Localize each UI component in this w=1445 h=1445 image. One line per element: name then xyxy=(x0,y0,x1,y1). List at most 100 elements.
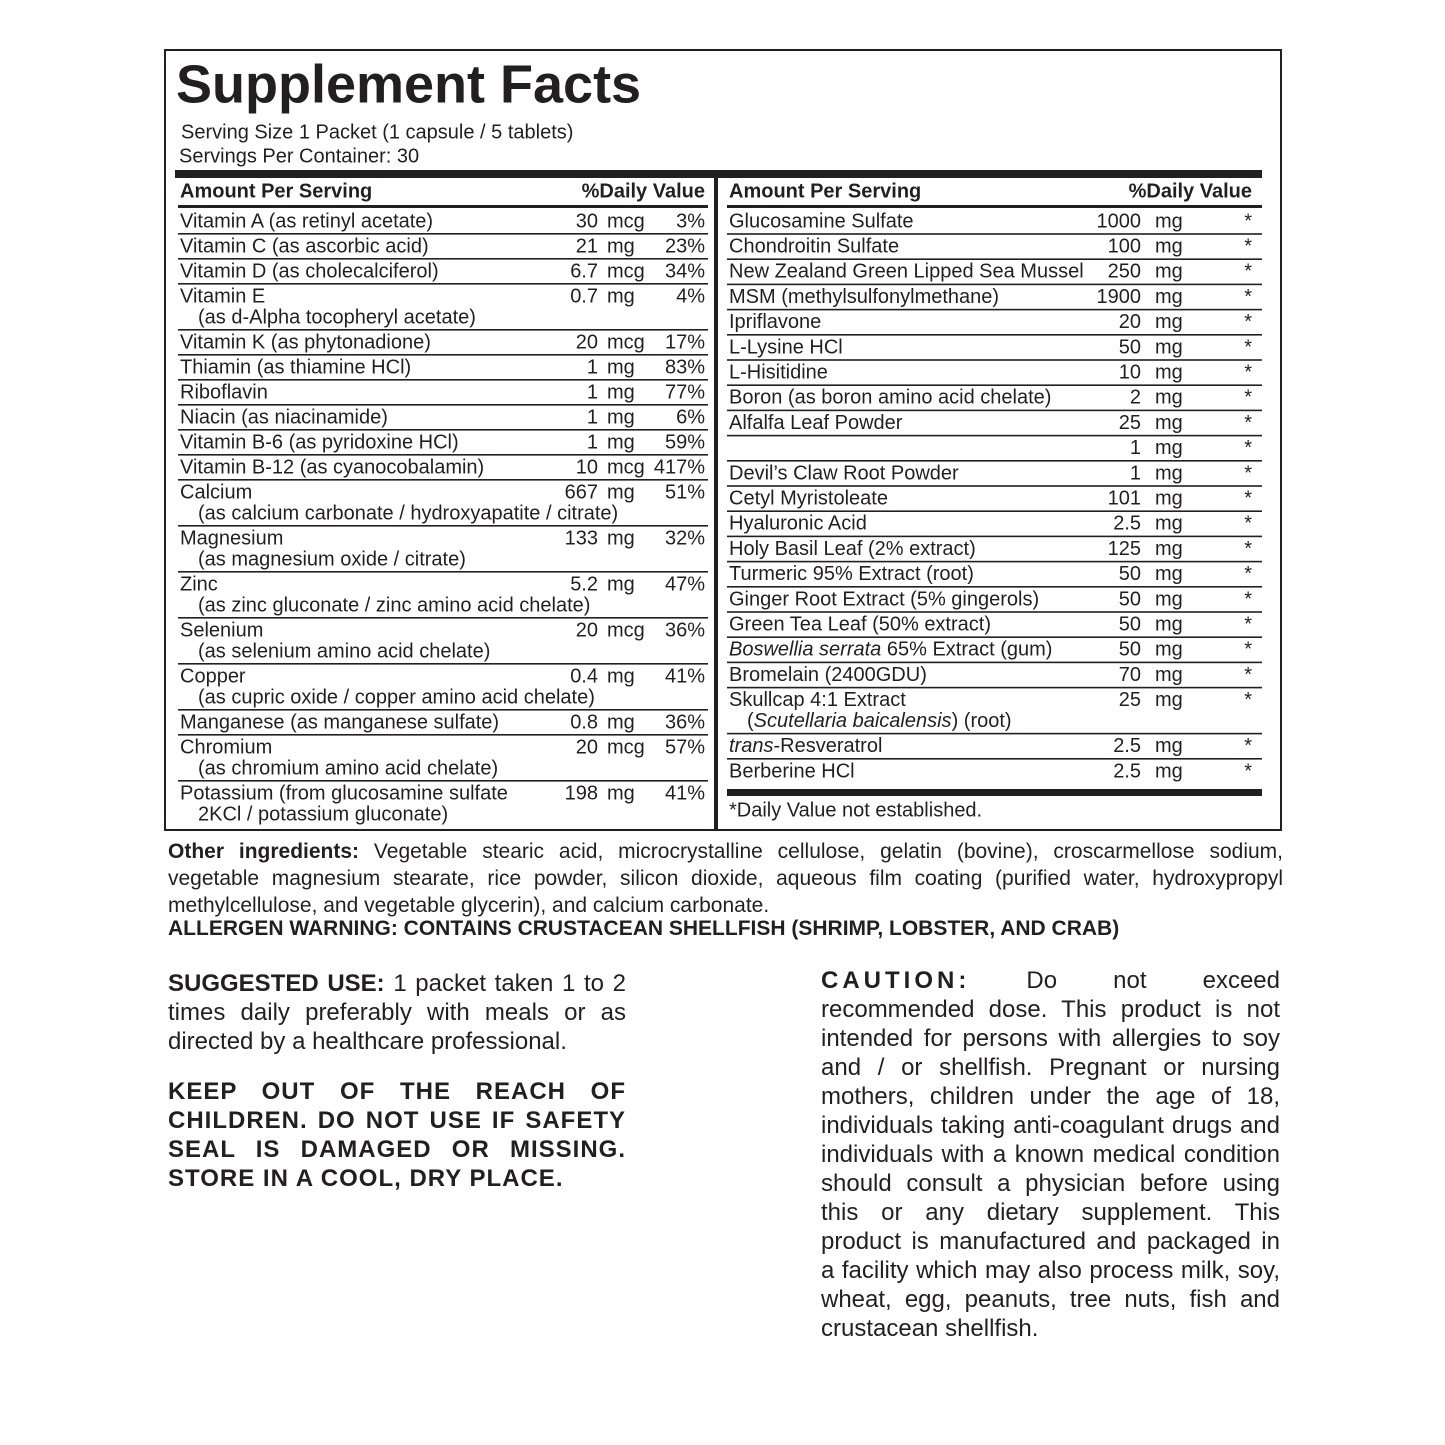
nutrient-name: Devil’s Claw Root Powder xyxy=(729,462,959,484)
row-rule xyxy=(178,329,708,331)
row-rule xyxy=(178,429,708,431)
storage-warning: KEEP OUT OF THE REACH OF CHILDREN. DO NO… xyxy=(168,1078,626,1192)
amount: 1 xyxy=(587,406,598,428)
allergen-warning: ALLERGEN WARNING: CONTAINS CRUSTACEAN SH… xyxy=(168,917,1120,940)
daily-value: * xyxy=(1244,563,1252,585)
amount: 1 xyxy=(587,381,598,403)
daily-value: * xyxy=(1244,735,1252,757)
nutrient-name: Hyaluronic Acid xyxy=(729,513,867,535)
daily-value: 41% xyxy=(665,782,705,804)
unit: mg xyxy=(607,285,635,307)
unit: mg xyxy=(1155,336,1183,358)
daily-value: * xyxy=(1244,689,1252,711)
nutrient-name: Vitamin C (as ascorbic acid) xyxy=(180,235,429,257)
text-segment: ) (root) xyxy=(952,710,1012,732)
amount: 0.4 xyxy=(570,665,598,687)
text-segment: trans xyxy=(729,735,773,757)
daily-value: * xyxy=(1244,639,1252,661)
text-segment: Boswellia serrata xyxy=(729,639,881,661)
row-rule xyxy=(178,404,708,406)
row-rule xyxy=(178,663,708,665)
nutrient-source: (as calcium carbonate / hydroxyapatite /… xyxy=(198,502,618,524)
nutrient-source: (Scutellaria baicalensis) (root) xyxy=(747,710,1012,732)
amount: 2.5 xyxy=(1113,513,1141,535)
nutrient-name: Copper xyxy=(180,665,246,687)
row-rule xyxy=(178,479,708,481)
amount: 2 xyxy=(1130,387,1141,409)
row-rule xyxy=(727,384,1262,386)
amount: 0.8 xyxy=(570,711,598,733)
facts-border xyxy=(164,49,1282,831)
unit: mg xyxy=(607,711,635,733)
unit: mg xyxy=(1155,235,1183,257)
nutrient-source: (as selenium amino acid chelate) xyxy=(198,640,490,662)
column-header: Amount Per Serving xyxy=(729,180,921,202)
nutrient-name: Selenium xyxy=(180,619,263,641)
header-rule xyxy=(727,205,1262,208)
daily-value: 4% xyxy=(676,285,705,307)
amount: 1 xyxy=(587,356,598,378)
nutrient-name: Cetyl Myristoleate xyxy=(729,487,888,509)
amount: 0.7 xyxy=(570,285,598,307)
other-ingredients: Other ingredients: Vegetable stearic aci… xyxy=(168,838,1283,919)
daily-value: 3% xyxy=(676,210,705,232)
label: Other ingredients: xyxy=(168,840,360,863)
row-rule xyxy=(727,434,1262,437)
nutrient-source: (as zinc gluconate / zinc amino acid che… xyxy=(198,594,590,616)
nutrient-name: Holy Basil Leaf (2% extract) xyxy=(729,538,976,560)
daily-value: * xyxy=(1244,462,1252,484)
row-rule xyxy=(727,560,1262,563)
daily-value: * xyxy=(1244,513,1252,535)
nutrient-name: Zinc xyxy=(180,573,218,595)
amount: 1000 xyxy=(1097,210,1142,232)
amount: 30 xyxy=(576,210,598,232)
nutrient-name: Green Tea Leaf (50% extract) xyxy=(729,613,991,635)
header-rule xyxy=(178,205,708,208)
daily-value: * xyxy=(1244,588,1252,610)
unit: mg xyxy=(1155,286,1183,308)
row-rule xyxy=(178,525,708,527)
amount: 5.2 xyxy=(570,573,598,595)
row-rule xyxy=(727,283,1262,286)
daily-value: 77% xyxy=(665,381,705,403)
amount: 50 xyxy=(1119,563,1141,585)
nutrient-name: Glucosamine Sulfate xyxy=(729,210,914,232)
unit: mg xyxy=(1155,613,1183,635)
unit: mg xyxy=(1155,387,1183,409)
title: Supplement Facts xyxy=(176,54,641,114)
daily-value: 23% xyxy=(665,235,705,257)
nutrient-name: Chondroitin Sulfate xyxy=(729,235,899,257)
servings-per-container: Servings Per Container: 30 xyxy=(179,145,419,167)
row-rule xyxy=(178,780,708,782)
daily-value: * xyxy=(1244,361,1252,383)
daily-value: 41% xyxy=(665,665,705,687)
amount: 50 xyxy=(1119,336,1141,358)
nutrient-name: Riboflavin xyxy=(180,381,268,403)
unit: mg xyxy=(1155,563,1183,585)
row-rule xyxy=(178,233,708,235)
nutrient-name: Alfalfa Leaf Powder xyxy=(729,412,903,434)
unit: mg xyxy=(1155,487,1183,509)
unit: mg xyxy=(607,406,635,428)
row-rule xyxy=(727,611,1262,613)
amount: 125 xyxy=(1108,538,1141,560)
daily-value: * xyxy=(1244,286,1252,308)
nutrient-name: Chromium xyxy=(180,736,272,758)
row-rule xyxy=(727,308,1262,311)
row-rule xyxy=(727,636,1262,638)
column-header: Amount Per Serving xyxy=(180,180,372,202)
nutrient-source: 2KCl / potassium gluconate) xyxy=(198,803,448,825)
daily-value: 57% xyxy=(665,736,705,758)
unit: mg xyxy=(1155,689,1183,711)
unit: mg xyxy=(1155,361,1183,383)
nutrient-source: (as chromium amino acid chelate) xyxy=(198,757,498,779)
nutrient-name: L-Hisitidine xyxy=(729,361,828,383)
amount: 50 xyxy=(1119,639,1141,661)
label: SUGGESTED USE: xyxy=(168,970,385,997)
nutrient-name: Ginger Root Extract (5% gingerols) xyxy=(729,588,1039,610)
nutrient-source: (as magnesium oxide / citrate) xyxy=(198,548,466,570)
daily-value: 6% xyxy=(676,406,705,428)
amount: 21 xyxy=(576,235,598,257)
label: CAUTION: xyxy=(821,967,971,994)
column-divider xyxy=(714,178,718,830)
